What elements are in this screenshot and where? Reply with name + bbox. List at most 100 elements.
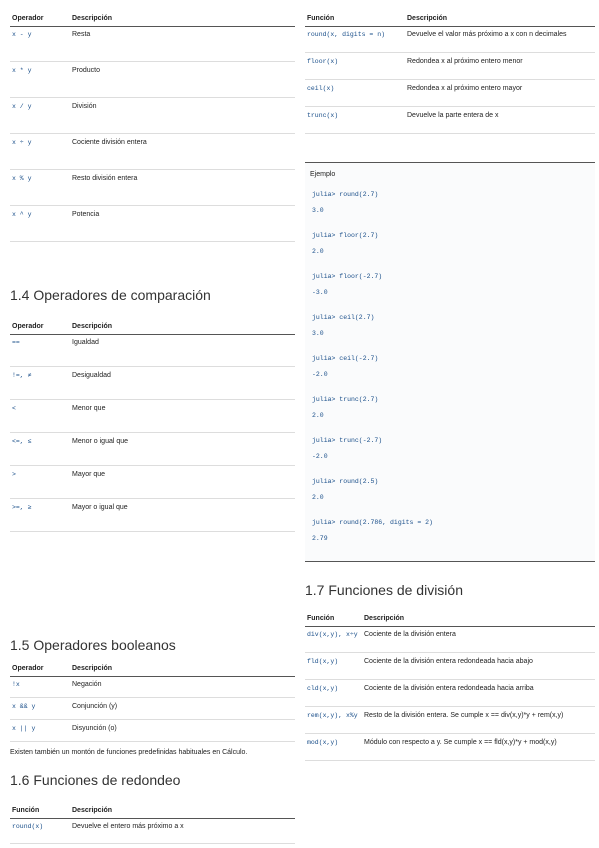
section-title: 1.7 Funciones de división [305,582,463,598]
table-cell: floor(x) [307,58,339,65]
table-cell: Resto de la división entera. Se cumple x… [364,712,564,719]
header-rule [10,26,295,27]
table-header: Descripción [72,323,113,330]
table-cell: Redondea x al próximo entero mayor [407,85,523,92]
row-rule [10,61,295,62]
row-rule [10,498,295,499]
table-cell: Potencia [72,211,100,218]
example-label: Ejemplo [310,171,336,178]
code-line: 2.0 [312,493,324,501]
table-cell: Negación [72,681,102,688]
row-rule [305,79,595,80]
table-cell: rem(x,y), x%y [307,712,358,719]
code-line: -2.0 [312,370,328,378]
row-rule [10,399,295,400]
table-cell: Menor o igual que [72,438,129,445]
row-rule [10,241,295,242]
row-rule [305,133,595,134]
row-rule [305,733,595,734]
table-cell: Devuelve el entero más próximo a x [72,823,184,830]
table-cell: cld(x,y) [307,685,339,692]
section-title: 1.4 Operadores de comparación [10,287,211,303]
table-cell: <=, ≤ [12,438,32,445]
table-cell: x ÷ y [12,139,32,146]
code-line: 2.79 [312,534,328,542]
table-cell: x % y [12,175,32,182]
table-cell: Disyunción (o) [72,725,117,732]
table-cell: >=, ≥ [12,504,32,511]
table-cell: < [12,405,16,412]
row-rule [305,760,595,761]
table-header: Función [307,615,335,622]
header-rule [10,676,295,677]
code-line: -3.0 [312,288,328,296]
row-rule [10,169,295,170]
section-title: 1.5 Operadores booleanos [10,637,176,653]
table-cell: !=, ≠ [12,372,32,379]
row-rule [10,843,295,844]
table-cell: trunc(x) [307,112,339,119]
table-cell: Redondea x al próximo entero menor [407,58,523,65]
section-title: 1.6 Funciones de redondeo [10,772,181,788]
table-cell: Cociente de la división entera redondead… [364,658,533,665]
row-rule [305,52,595,53]
paragraph: Existen también un montón de funciones p… [10,749,248,756]
table-cell: mod(x,y) [307,739,339,746]
table-cell: Devuelve la parte entera de x [407,112,499,119]
table-cell: Cociente división entera [72,139,147,146]
row-rule [10,465,295,466]
row-rule [10,719,295,720]
table-header: Descripción [72,807,113,814]
table-cell: round(x) [12,823,44,830]
table-cell: x * y [12,67,32,74]
table-cell: Menor que [72,405,106,412]
code-line: julia> round(2.786, digits = 2) [312,519,433,526]
table-cell: div(x,y), x÷y [307,631,358,638]
code-line: 3.0 [312,206,324,214]
row-rule [305,679,595,680]
table-cell: Mayor o igual que [72,504,128,511]
row-rule [10,366,295,367]
table-header: Operador [12,665,44,672]
code-line: 3.0 [312,329,324,337]
row-rule [10,741,295,742]
table-cell: Desigualdad [72,372,111,379]
row-rule [10,697,295,698]
row-rule [10,432,295,433]
table-header: Operador [12,323,44,330]
header-rule [10,818,295,819]
code-line: -2.0 [312,452,328,460]
table-cell: ceil(x) [307,85,335,92]
table-cell: !x [12,681,20,688]
example-box [305,162,595,562]
row-rule [305,652,595,653]
table-cell: fld(x,y) [307,658,339,665]
code-line: 2.0 [312,247,324,255]
table-cell: Resta [72,31,91,38]
code-line: julia> floor(2.7) [312,232,379,239]
table-header: Descripción [407,15,448,22]
code-line: julia> trunc(-2.7) [312,437,383,444]
table-cell: División [72,103,97,110]
table-cell: x - y [12,31,32,38]
table-cell: Devuelve el valor más próximo a x con n … [407,31,567,38]
row-rule [10,531,295,532]
table-header: Función [307,15,335,22]
table-cell: Módulo con respecto a y. Se cumple x == … [364,739,557,746]
header-rule [305,626,595,627]
table-header: Función [12,807,40,814]
table-header: Operador [12,15,44,22]
table-cell: Conjunción (y) [72,703,118,710]
table-cell: round(x, digits = n) [307,31,386,38]
row-rule [10,133,295,134]
table-header: Descripción [72,15,113,22]
table-cell: x / y [12,103,32,110]
code-line: 2.0 [312,411,324,419]
table-header: Descripción [72,665,113,672]
code-line: julia> trunc(2.7) [312,396,379,403]
row-rule [305,706,595,707]
header-rule [10,334,295,335]
code-line: julia> round(2.7) [312,191,379,198]
table-cell: x || y [12,725,36,732]
